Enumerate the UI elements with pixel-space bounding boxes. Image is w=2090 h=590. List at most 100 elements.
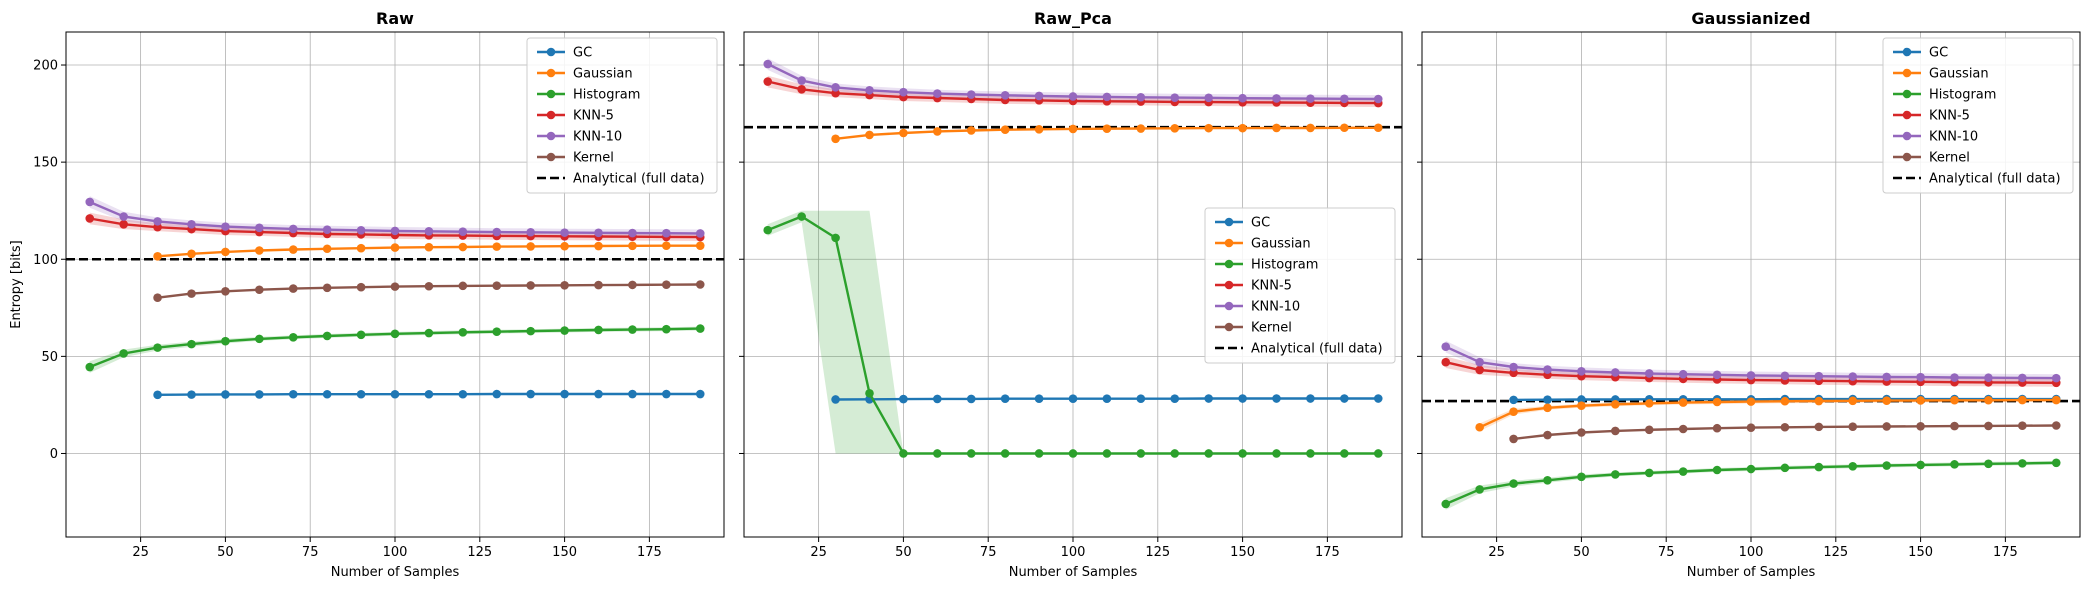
x-tick-label: 100 <box>1061 545 1086 560</box>
legend-label: Histogram <box>1251 258 1318 273</box>
x-tick-label: 175 <box>1315 545 1340 560</box>
legend-marker <box>1902 110 1912 120</box>
data-point <box>1170 124 1180 133</box>
legend-label: Histogram <box>573 88 640 103</box>
data-point <box>763 225 773 235</box>
legend-marker <box>1902 47 1912 57</box>
x-tick-label: 175 <box>1993 545 2018 560</box>
data-point <box>356 226 366 235</box>
data-point <box>1577 395 1586 404</box>
data-point <box>424 389 434 399</box>
data-point <box>1306 94 1315 103</box>
data-point <box>1882 422 1891 431</box>
legend-label: GC <box>1251 216 1270 231</box>
data-point <box>153 343 162 352</box>
data-point <box>187 219 196 229</box>
data-point <box>1950 421 1959 431</box>
data-point <box>662 241 671 250</box>
data-point <box>1204 394 1213 403</box>
data-point <box>288 245 298 254</box>
data-point <box>1509 434 1518 444</box>
data-point <box>1204 93 1213 103</box>
data-point <box>1373 94 1383 104</box>
data-point <box>1746 464 1756 474</box>
data-point <box>865 130 874 140</box>
data-point <box>933 394 942 404</box>
data-point <box>1712 397 1722 407</box>
data-point <box>1373 449 1383 458</box>
data-point <box>1034 394 1044 404</box>
data-point <box>966 449 976 458</box>
data-point <box>560 389 569 399</box>
data-point <box>1238 123 1247 133</box>
legend-marker <box>1902 68 1912 78</box>
data-point <box>899 449 908 458</box>
data-point <box>458 327 468 337</box>
data-point <box>1441 357 1451 367</box>
data-point <box>1509 479 1518 488</box>
chart-title: Raw_Pca <box>1034 9 1112 28</box>
legend-marker <box>1224 259 1234 269</box>
data-point <box>153 293 162 303</box>
legend-label: Gaussian <box>573 67 633 82</box>
data-point <box>1170 449 1180 458</box>
x-axis-label: Number of Samples <box>1687 565 1816 580</box>
data-point <box>1848 372 1858 381</box>
data-point <box>1611 470 1620 479</box>
data-point <box>424 328 434 338</box>
data-point <box>390 282 400 291</box>
data-point <box>119 212 128 221</box>
data-point <box>85 362 95 372</box>
data-point <box>255 390 264 399</box>
data-point <box>1068 92 1078 101</box>
legend-label: Analytical (full data) <box>573 172 705 187</box>
data-point <box>560 280 569 290</box>
data-point <box>695 280 705 289</box>
data-point <box>560 326 569 335</box>
data-point <box>1272 449 1281 458</box>
data-point <box>1441 499 1451 509</box>
data-point <box>594 228 603 238</box>
data-point <box>255 246 264 255</box>
x-tick-label: 50 <box>895 545 912 560</box>
data-point <box>153 390 162 400</box>
data-point <box>1577 401 1586 411</box>
data-point <box>560 241 569 251</box>
data-point <box>1916 460 1925 470</box>
data-point <box>2051 395 2061 405</box>
data-point <box>1102 124 1112 134</box>
panel-1: 25 50 75 100 125 150 175 0 50 100 150 200 Raw Number … <box>9 9 725 580</box>
x-axis-label: Number of Samples <box>1009 565 1138 580</box>
data-point <box>594 280 603 290</box>
data-point <box>526 242 535 251</box>
legend-label: Kernel <box>573 151 614 166</box>
data-point <box>933 127 942 136</box>
data-point <box>1678 369 1688 379</box>
data-point <box>187 390 196 399</box>
data-point <box>628 325 637 334</box>
x-tick-label: 150 <box>1230 545 1255 560</box>
data-point <box>1136 92 1146 102</box>
data-point <box>221 390 230 399</box>
data-point <box>628 228 637 238</box>
data-point <box>1712 423 1722 433</box>
y-tick-label: 0 <box>50 447 58 462</box>
data-point <box>1102 92 1112 102</box>
x-tick-label: 75 <box>1658 545 1675 560</box>
data-point <box>1272 94 1281 103</box>
data-point <box>1034 91 1044 101</box>
data-point <box>594 241 603 251</box>
legend-label: GC <box>1929 46 1948 61</box>
data-point <box>1611 426 1620 436</box>
data-point <box>2018 395 2027 405</box>
data-point <box>1000 91 1010 100</box>
x-tick-label: 25 <box>810 545 827 560</box>
x-tick-label: 125 <box>467 545 492 560</box>
x-axis-label: Number of Samples <box>331 565 460 580</box>
data-point <box>1848 422 1858 431</box>
legend-label: Kernel <box>1929 151 1970 166</box>
data-point <box>255 334 264 344</box>
legend: GC Gaussian Histogram KNN-5 KNN-10 Kernel Anal… <box>1204 207 1396 364</box>
data-point <box>1577 367 1586 376</box>
data-point <box>2051 421 2061 430</box>
